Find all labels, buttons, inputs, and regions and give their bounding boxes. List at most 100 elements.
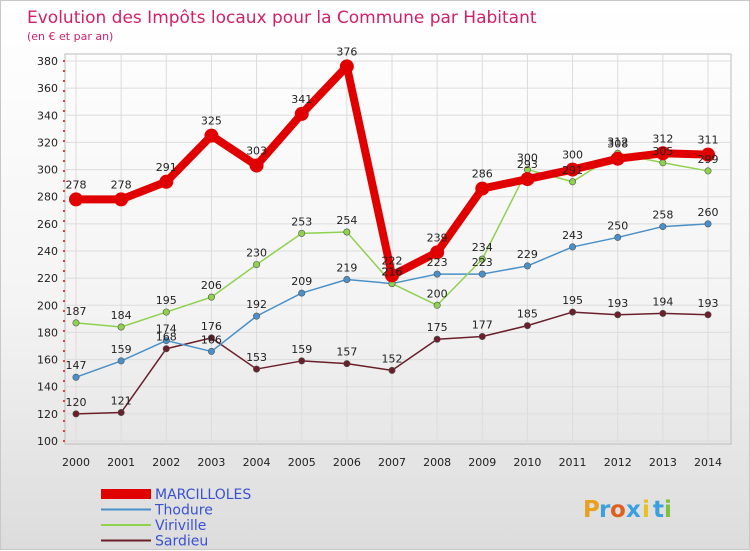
logo-letter: P bbox=[583, 497, 600, 523]
x-tick-label: 2003 bbox=[197, 456, 225, 469]
data-label: 159 bbox=[291, 343, 312, 356]
data-label: 209 bbox=[291, 275, 312, 288]
axis-dot bbox=[63, 290, 65, 292]
data-label: 216 bbox=[382, 266, 403, 279]
data-point-thodure bbox=[343, 275, 351, 283]
data-label: 200 bbox=[427, 287, 448, 300]
data-point-thodure bbox=[659, 223, 667, 231]
data-point-marcilloles bbox=[249, 158, 264, 173]
logo-letter: i bbox=[664, 497, 672, 523]
data-point-sardieu bbox=[388, 366, 396, 374]
data-point-sardieu bbox=[253, 365, 261, 373]
data-point-sardieu bbox=[433, 335, 441, 343]
data-point-sardieu bbox=[704, 311, 712, 319]
data-label: 168 bbox=[156, 331, 177, 344]
x-tick-label: 2009 bbox=[468, 456, 496, 469]
axis-dot bbox=[63, 120, 65, 122]
data-point-viriville bbox=[433, 301, 441, 309]
data-point-marcilloles bbox=[655, 146, 670, 161]
data-point-viriville bbox=[569, 178, 577, 186]
data-point-marcilloles bbox=[204, 128, 219, 143]
data-label: 187 bbox=[66, 305, 87, 318]
x-tick-label: 2001 bbox=[107, 456, 135, 469]
data-point-sardieu bbox=[614, 311, 622, 319]
data-point-viriville bbox=[298, 229, 306, 237]
y-tick-label: 300 bbox=[37, 164, 58, 177]
data-point-marcilloles bbox=[430, 245, 445, 260]
y-tick-label: 100 bbox=[37, 435, 58, 448]
data-point-sardieu bbox=[659, 309, 667, 317]
data-label: 229 bbox=[517, 248, 538, 261]
data-label: 293 bbox=[517, 158, 538, 171]
data-point-thodure bbox=[478, 270, 486, 278]
axis-dot bbox=[63, 250, 65, 252]
data-label: 300 bbox=[562, 149, 583, 162]
axis-dot bbox=[63, 190, 65, 192]
axis-layer: 100 120 140 160 180 200 220 240 260 280 300 320 340 3… bbox=[37, 55, 722, 469]
axis-dot bbox=[63, 220, 65, 222]
data-point-viriville bbox=[343, 228, 351, 236]
y-tick-label: 200 bbox=[37, 299, 58, 312]
x-tick-label: 2005 bbox=[288, 456, 316, 469]
axis-dot bbox=[63, 100, 65, 102]
y-tick-label: 380 bbox=[37, 55, 58, 68]
x-tick-label: 2011 bbox=[559, 456, 587, 469]
axis-dot bbox=[63, 270, 65, 272]
data-point-thodure bbox=[298, 289, 306, 297]
data-point-marcilloles bbox=[610, 151, 625, 166]
x-tick-label: 2007 bbox=[378, 456, 406, 469]
x-tick-label: 2006 bbox=[333, 456, 361, 469]
axis-dot bbox=[63, 370, 65, 372]
data-point-viriville bbox=[117, 323, 125, 331]
data-label: 194 bbox=[652, 295, 673, 308]
data-point-marcilloles bbox=[385, 268, 399, 283]
grid-layer bbox=[65, 54, 731, 444]
data-label: 239 bbox=[427, 231, 448, 244]
data-point-marcilloles bbox=[69, 192, 83, 207]
axis-dot bbox=[63, 410, 65, 412]
logo-letter: r bbox=[599, 497, 611, 523]
axis-dot bbox=[63, 400, 65, 402]
data-point-thodure bbox=[704, 220, 712, 228]
x-tick-label: 2013 bbox=[649, 456, 677, 469]
data-label: 206 bbox=[201, 279, 222, 292]
data-label: 376 bbox=[336, 45, 357, 58]
y-tick-label: 320 bbox=[37, 136, 58, 149]
logo-letter: x bbox=[626, 497, 641, 523]
data-point-thodure bbox=[117, 357, 125, 365]
data-label: 312 bbox=[607, 135, 628, 148]
plot-frame bbox=[64, 53, 732, 445]
data-label: 243 bbox=[562, 229, 583, 242]
axis-dot bbox=[63, 230, 65, 232]
axis-dot bbox=[63, 390, 65, 392]
axis-dot bbox=[63, 380, 65, 382]
data-label: 311 bbox=[698, 134, 719, 147]
legend-label: MARCILLOLES bbox=[155, 487, 251, 503]
data-label: 166 bbox=[201, 333, 222, 346]
data-point-viriville bbox=[253, 261, 261, 269]
axis-dot bbox=[63, 260, 65, 262]
data-label: 176 bbox=[201, 320, 222, 333]
data-point-viriville bbox=[72, 319, 80, 327]
axis-dot bbox=[63, 70, 65, 72]
data-label: 286 bbox=[472, 168, 493, 181]
data-label: 230 bbox=[246, 247, 267, 260]
axis-dot bbox=[63, 210, 65, 212]
data-label: 308 bbox=[607, 138, 628, 151]
data-label: 303 bbox=[246, 145, 267, 158]
data-label: 193 bbox=[607, 297, 628, 310]
data-label: 152 bbox=[382, 352, 403, 365]
axis-dot bbox=[63, 110, 65, 112]
axis-dot bbox=[63, 310, 65, 312]
data-label: 223 bbox=[472, 256, 493, 269]
y-tick-label: 240 bbox=[37, 245, 58, 258]
data-label: 195 bbox=[562, 294, 583, 307]
axis-dot bbox=[63, 60, 65, 62]
data-label: 120 bbox=[66, 396, 87, 409]
data-label: 219 bbox=[336, 262, 357, 275]
x-tick-label: 2014 bbox=[694, 456, 722, 469]
x-tick-label: 2008 bbox=[423, 456, 451, 469]
axis-dot bbox=[63, 280, 65, 282]
